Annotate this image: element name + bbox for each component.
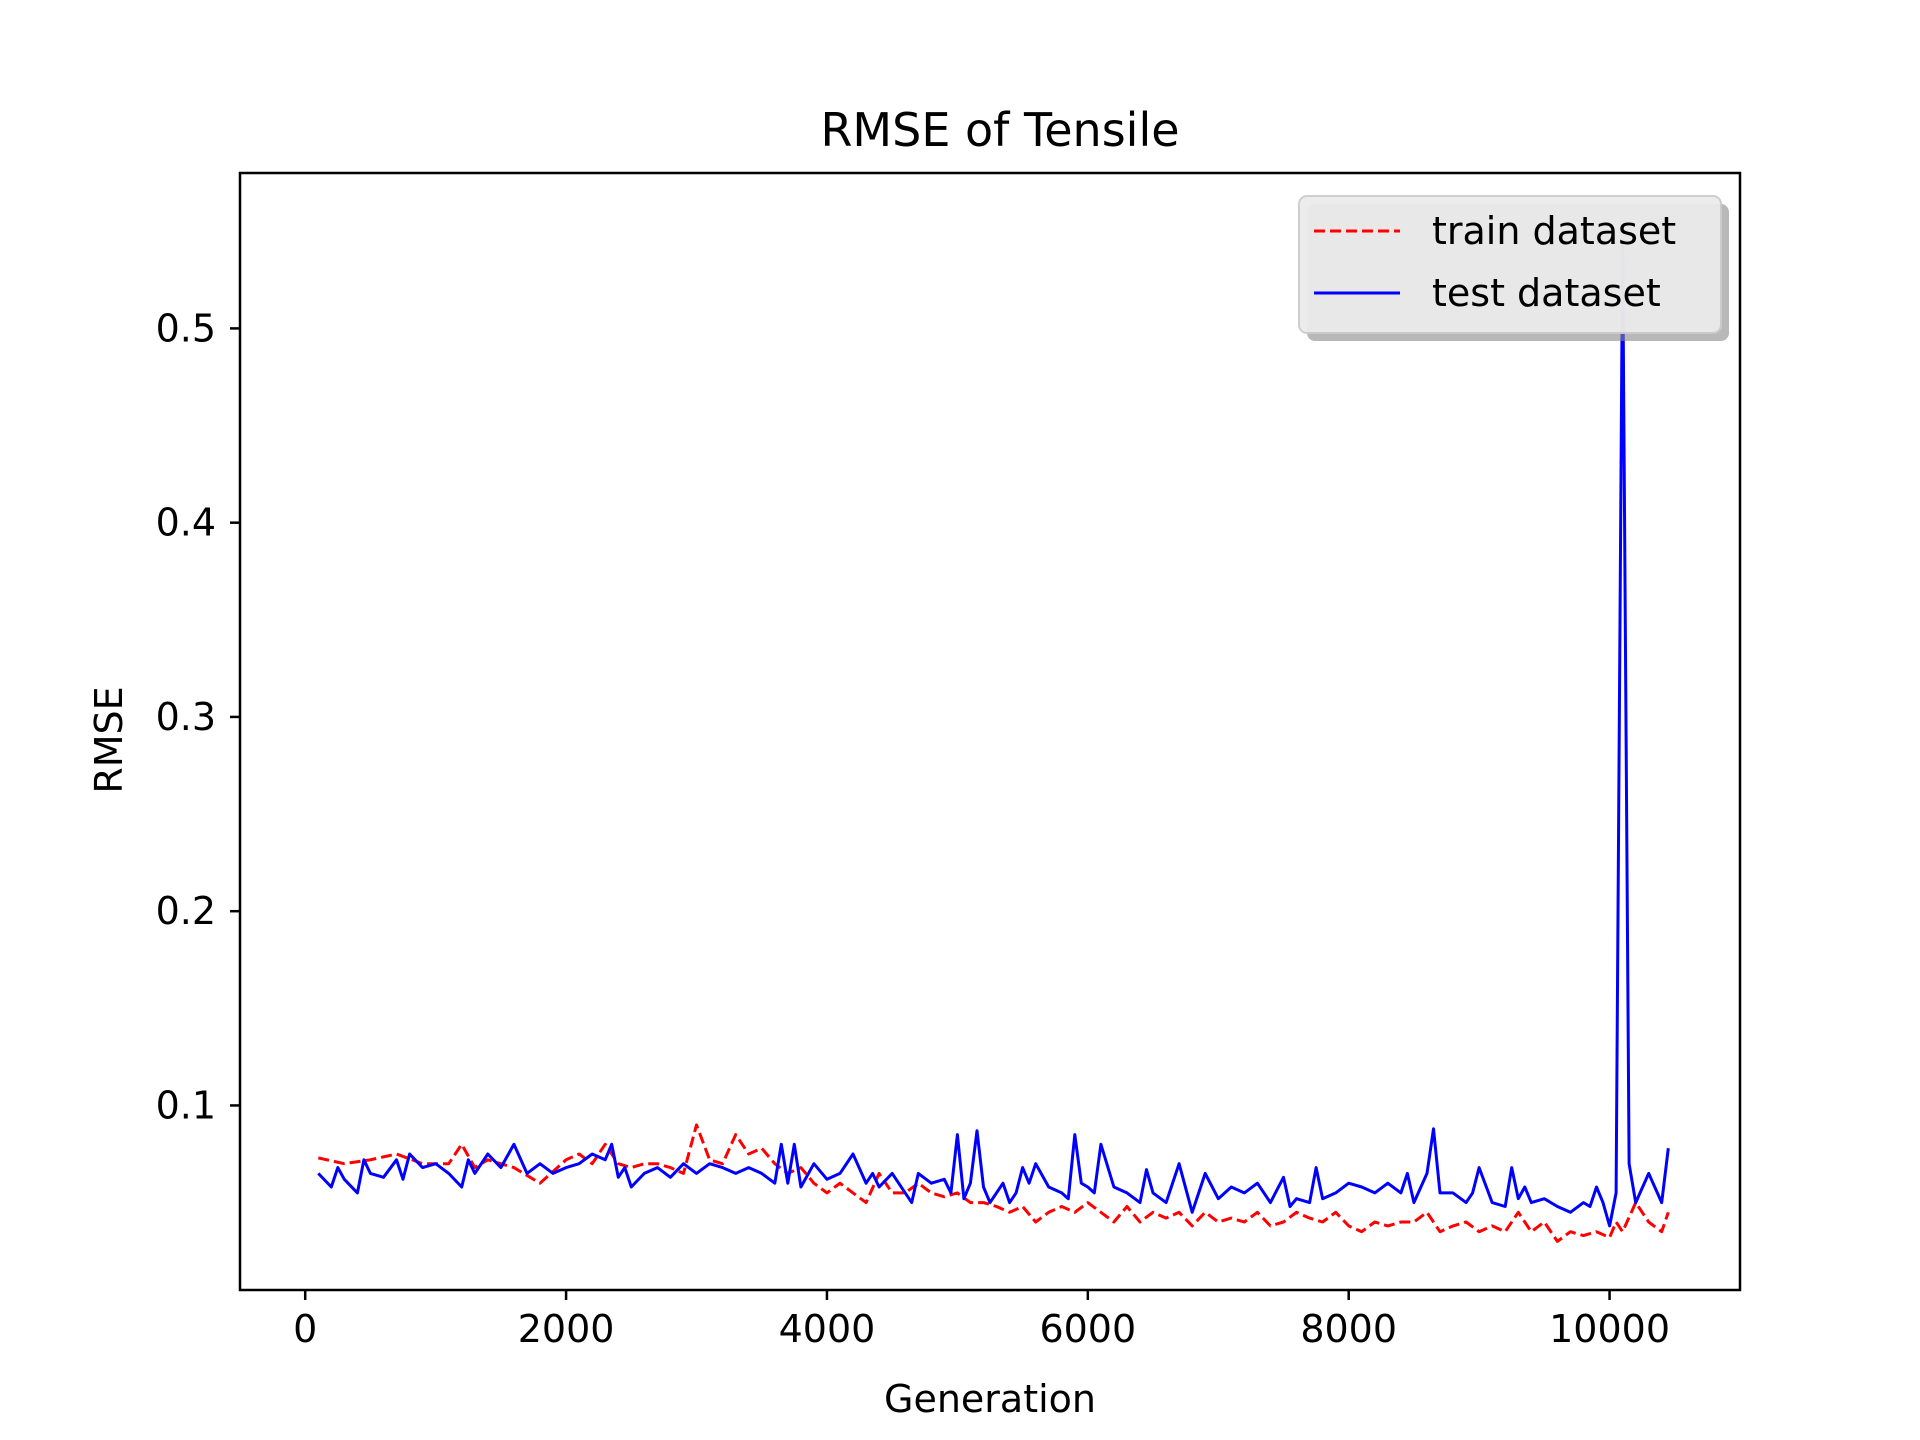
legend-label-test: test dataset — [1432, 271, 1661, 315]
y-axis: 0.1 0.2 0.3 0.4 0.5 — [156, 306, 240, 1127]
y-tick-label: 0.2 — [156, 889, 216, 933]
x-tick-label: 10000 — [1549, 1307, 1670, 1351]
x-tick-label: 0 — [293, 1307, 317, 1351]
x-axis-title: Generation — [884, 1377, 1096, 1421]
y-tick-label: 0.1 — [156, 1083, 216, 1127]
y-tick-label: 0.3 — [156, 695, 216, 739]
plot-area — [238, 171, 1742, 1292]
y-tick-label: 0.5 — [156, 306, 216, 350]
legend-box — [1298, 195, 1722, 334]
x-tick-label: 6000 — [1039, 1307, 1136, 1351]
x-tick-label: 2000 — [518, 1307, 615, 1351]
y-axis-title: RMSE — [87, 686, 131, 793]
legend: train dataset test dataset — [1298, 195, 1729, 341]
x-tick-label: 8000 — [1300, 1307, 1397, 1351]
legend-label-train: train dataset — [1432, 209, 1676, 253]
x-tick-label: 4000 — [779, 1307, 876, 1351]
plot-background — [240, 173, 1740, 1290]
series-layer — [317, 239, 1670, 1243]
x-axis: 0 2000 4000 6000 8000 10000 — [293, 1290, 1670, 1351]
series-line-test — [317, 239, 1670, 1228]
series-line-train — [317, 1123, 1670, 1243]
plot-frame — [238, 171, 1742, 1292]
chart-title: RMSE of Tensile — [820, 103, 1179, 157]
y-tick-label: 0.4 — [156, 501, 216, 545]
